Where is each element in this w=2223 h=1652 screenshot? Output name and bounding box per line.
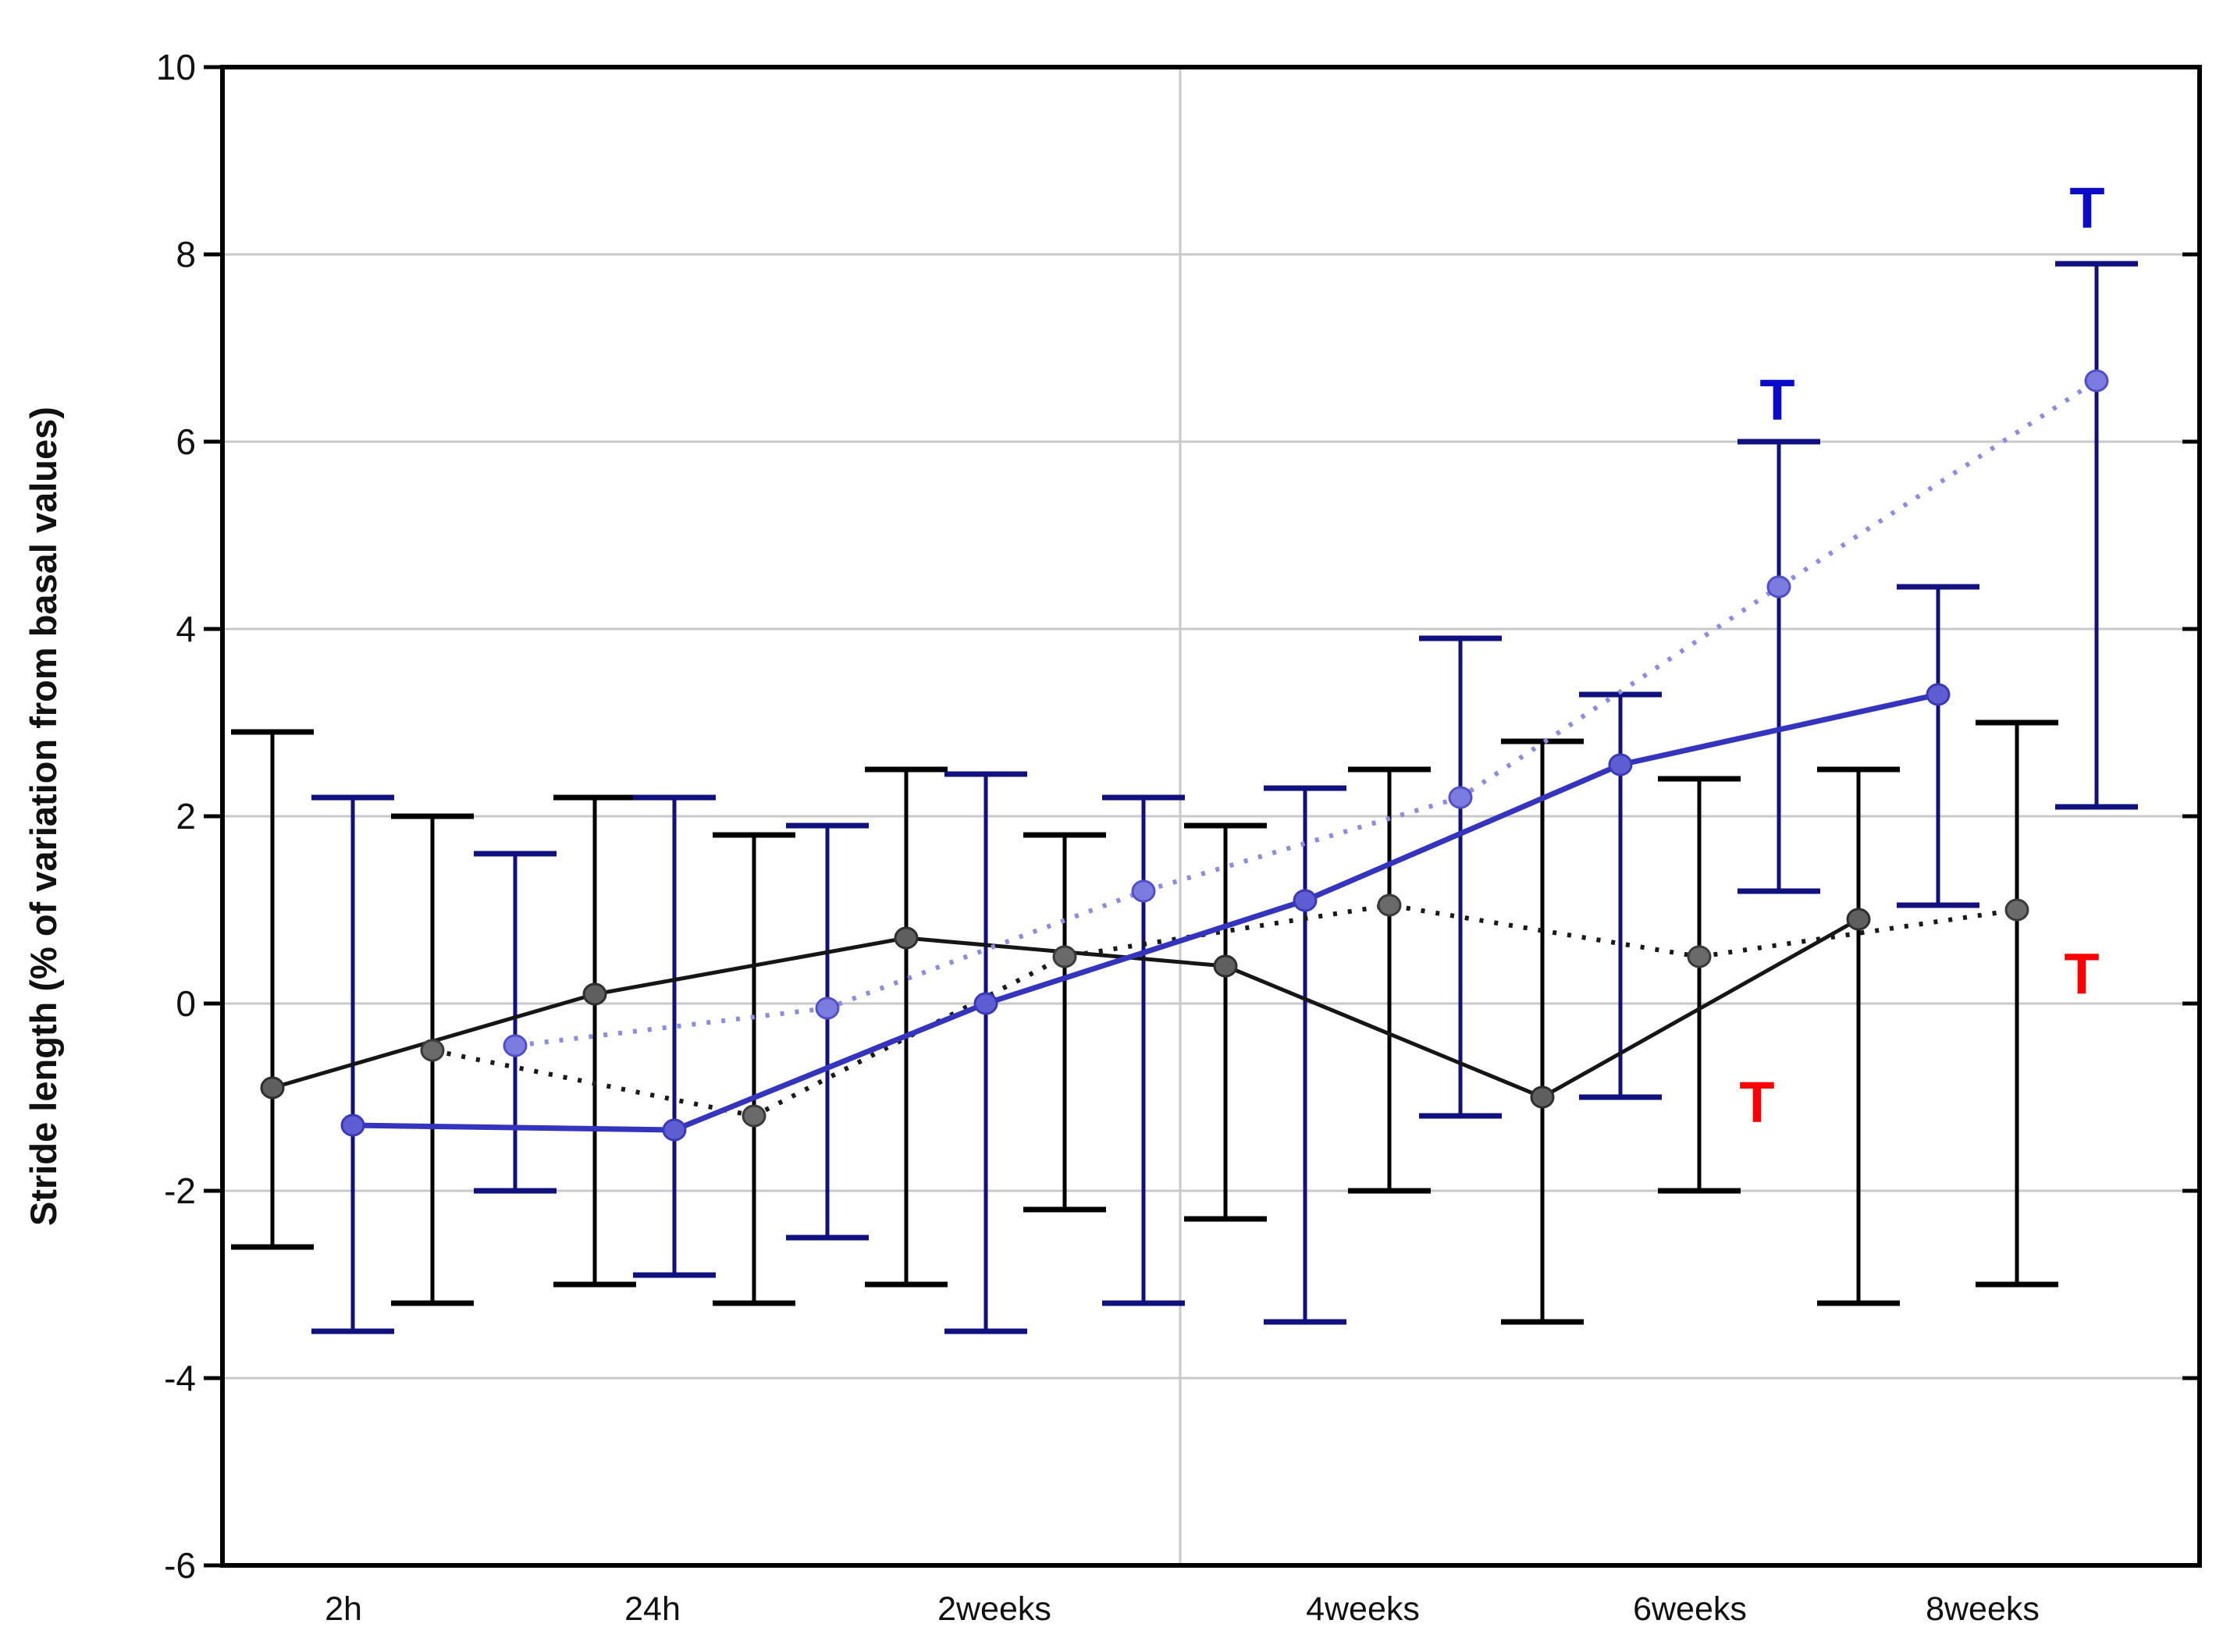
- error-bars: [231, 261, 2138, 1334]
- data-point: [582, 982, 607, 1006]
- data-point: [1530, 1085, 1555, 1109]
- data-point: [1766, 575, 1791, 599]
- x-axis-label: 8weeks: [1926, 1590, 2040, 1628]
- error-bar: [1419, 635, 1502, 1119]
- data-point: [1687, 945, 1712, 968]
- error-bar: [1348, 766, 1431, 1194]
- error-bar: [1976, 719, 2058, 1288]
- axes: [204, 65, 2202, 1568]
- data-point: [340, 1114, 365, 1137]
- data-point: [1052, 945, 1077, 968]
- data-point: [1293, 889, 1318, 912]
- y-tick-label: -6: [164, 1545, 196, 1586]
- error-bar: [633, 794, 716, 1278]
- t-annotation: T: [1739, 1070, 1774, 1135]
- error-bar: [1264, 785, 1346, 1325]
- error-bar: [1658, 776, 1741, 1194]
- series-line-blue-solid: [352, 691, 1939, 1133]
- y-tick-label: 8: [176, 234, 196, 275]
- error-bar: [231, 729, 314, 1250]
- data-point: [2084, 369, 2109, 393]
- error-bar: [2055, 261, 2138, 810]
- error-bar: [713, 832, 795, 1306]
- y-tick-label: 4: [176, 609, 196, 649]
- annotations: T T T T: [1739, 176, 2104, 1135]
- data-point: [503, 1034, 528, 1057]
- error-bar: [786, 822, 869, 1241]
- x-tick-labels: 2h 24h 2weeks 4weeks 6weeks 8weeks: [325, 1590, 2040, 1628]
- y-tick-label: 2: [176, 796, 196, 837]
- data-point: [1608, 753, 1633, 776]
- x-axis-label: 6weeks: [1633, 1590, 1747, 1628]
- error-bar: [1501, 738, 1584, 1325]
- data-point: [973, 992, 998, 1015]
- y-tick-label: 10: [156, 47, 196, 87]
- y-tick-label: 6: [176, 421, 196, 462]
- data-point: [662, 1118, 687, 1142]
- series-markers-black-dotted: [420, 894, 2029, 1128]
- y-tick-labels: 10 8 6 4 2 0 -2 -4 -6: [156, 47, 196, 1586]
- error-bar: [944, 771, 1027, 1334]
- x-axis-label: 2h: [325, 1590, 362, 1628]
- data-point: [815, 997, 840, 1020]
- y-tick-label: 0: [176, 983, 196, 1024]
- data-point: [894, 926, 919, 950]
- data-point: [1377, 894, 1402, 917]
- error-bar: [1184, 822, 1267, 1222]
- y-tick-label: -2: [164, 1171, 196, 1211]
- error-bar: [865, 766, 948, 1288]
- error-bar: [1817, 766, 1900, 1306]
- data-point: [1926, 683, 1951, 706]
- series-line-blue-dotted: [514, 378, 2098, 1048]
- t-annotation: T: [2064, 942, 2099, 1007]
- data-point: [742, 1104, 766, 1128]
- x-axis-label: 2weeks: [937, 1590, 1051, 1628]
- data-point: [2004, 898, 2029, 922]
- data-point: [1213, 954, 1238, 978]
- data-point: [1846, 908, 1871, 931]
- x-axis-label: 24h: [624, 1590, 681, 1628]
- error-bar: [1737, 439, 1820, 894]
- error-bar: [553, 794, 636, 1288]
- error-bar: [1023, 832, 1106, 1213]
- series-markers-black-solid: [260, 908, 1871, 1109]
- y-axis-title: Stride length (% of variation from basal…: [23, 407, 64, 1226]
- error-bar: [474, 851, 557, 1194]
- data-point: [420, 1039, 445, 1062]
- y-tick-label: -4: [164, 1358, 196, 1398]
- series-markers-blue-solid: [340, 683, 1951, 1142]
- data-point: [260, 1076, 285, 1100]
- t-annotation: T: [2069, 176, 2104, 240]
- t-annotation: T: [1759, 368, 1794, 432]
- x-axis-label: 4weeks: [1306, 1590, 1420, 1628]
- series-markers-blue-dotted: [503, 369, 2109, 1057]
- data-point: [1448, 786, 1473, 809]
- error-bar: [1897, 584, 1979, 908]
- data-point: [1131, 879, 1156, 903]
